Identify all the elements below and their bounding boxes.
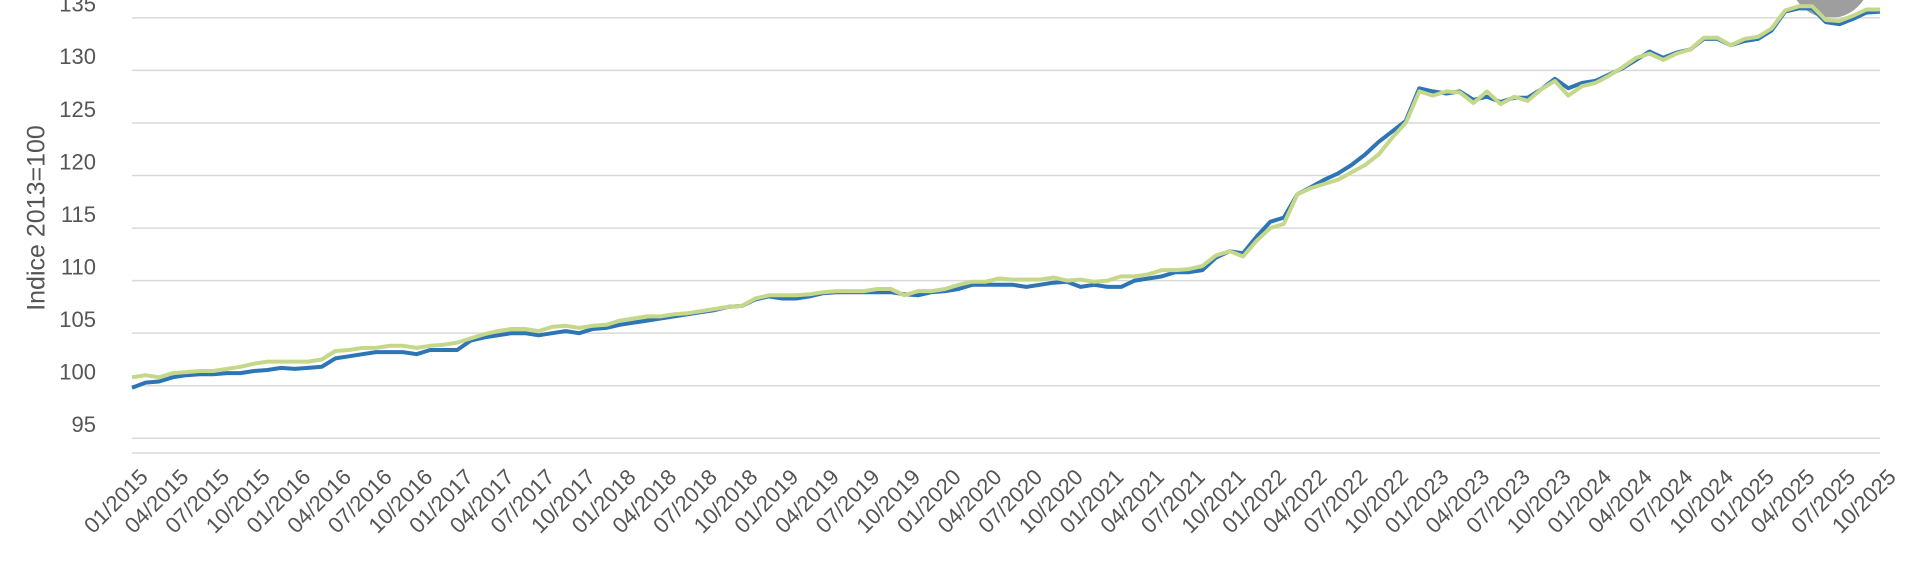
y-tick-label: 125: [59, 97, 96, 122]
data-line: [131, 6, 1881, 390]
menu-button[interactable]: [1790, 0, 1870, 18]
y-tick-label: 100: [59, 360, 96, 385]
y-tick-label: 105: [59, 307, 96, 332]
data-line: [131, 4, 1880, 380]
y-axis-label: Indice 2013=100: [23, 125, 51, 311]
y-tick-label: 95: [72, 412, 96, 437]
y-tick-label: 135: [59, 0, 96, 17]
y-tick-label: 110: [61, 254, 96, 279]
y-tick-label: 120: [59, 149, 96, 174]
y-tick-label: 115: [61, 202, 96, 227]
y-tick-label: 130: [59, 44, 96, 69]
